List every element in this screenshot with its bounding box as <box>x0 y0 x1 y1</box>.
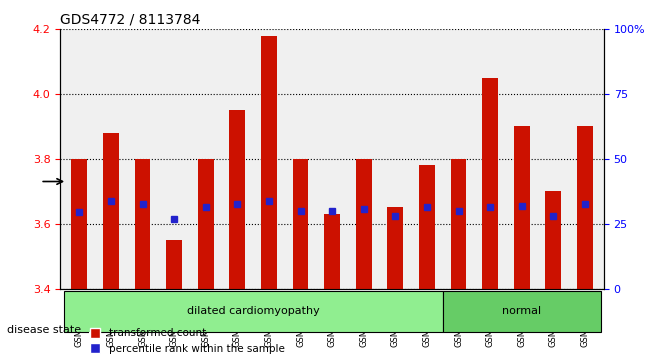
Text: normal: normal <box>502 306 541 316</box>
FancyBboxPatch shape <box>64 291 443 332</box>
Text: GDS4772 / 8113784: GDS4772 / 8113784 <box>60 12 201 26</box>
Bar <box>229 110 245 289</box>
Bar <box>324 214 340 289</box>
FancyBboxPatch shape <box>443 291 601 332</box>
Bar <box>546 191 561 289</box>
Text: disease state: disease state <box>7 325 81 335</box>
Bar <box>261 36 277 289</box>
Legend: transformed count, percentile rank within the sample: transformed count, percentile rank withi… <box>86 324 289 358</box>
Bar <box>356 159 372 289</box>
Text: dilated cardiomyopathy: dilated cardiomyopathy <box>187 306 319 316</box>
Bar <box>103 133 119 289</box>
Bar <box>166 240 182 289</box>
Bar <box>482 78 498 289</box>
Bar <box>293 159 309 289</box>
Bar <box>451 159 466 289</box>
Bar <box>577 126 593 289</box>
Bar <box>514 126 529 289</box>
Bar <box>71 159 87 289</box>
Bar <box>198 159 213 289</box>
Bar <box>387 207 403 289</box>
Bar <box>135 159 150 289</box>
Bar <box>419 165 435 289</box>
